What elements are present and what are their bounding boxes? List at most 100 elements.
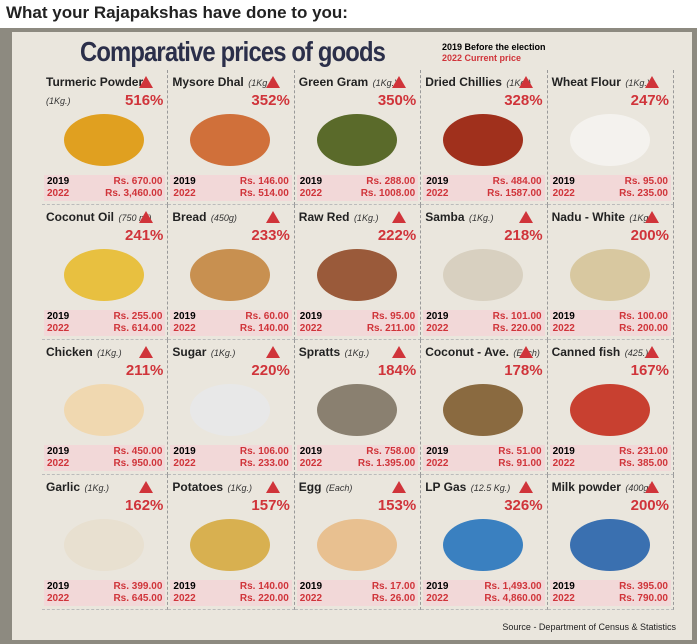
year: 2022 [426, 593, 449, 604]
item-heading: Green Gram (1Kg.) [299, 73, 416, 91]
year: 2019 [426, 176, 449, 187]
price: Rs. 4,860.00 [484, 593, 542, 604]
year: 2022 [299, 323, 323, 334]
price-after: 2022 Rs. 200.00 [553, 323, 668, 335]
price: Rs. 1587.00 [487, 188, 542, 199]
item-photo [316, 384, 397, 436]
item-photo [569, 519, 650, 571]
item-cell: Nadu - White (1Kg.) 200% 2019 Rs. 100.00 202… [547, 205, 674, 340]
item-cell: Raw Red (1Kg.) 222% 2019 Rs. 95.00 2022 Rs. 2… [294, 205, 422, 340]
item-cell: Garlic (1Kg.) 162% 2019 Rs. 399.00 2022 Rs. 6… [42, 475, 169, 610]
price-box: 2019 Rs. 758.00 2022 Rs. 1.395.00 [296, 445, 419, 471]
item-cell: Canned fish (425.) 167% 2019 Rs. 231.00 2022… [547, 340, 674, 475]
price: Rs. 450.00 [113, 446, 163, 457]
year: 2019 [173, 581, 196, 592]
price: Rs. 26.00 [371, 593, 416, 604]
item-unit: (1Kg.) [372, 78, 398, 88]
price: Rs. 211.00 [366, 323, 416, 334]
price: Rs. 100.00 [619, 311, 668, 322]
item-cell: Green Gram (1Kg.) 350% 2019 Rs. 288.00 2022 R… [294, 70, 422, 205]
item-heading: Sugar (1Kg.) [172, 343, 289, 361]
price-box: 2019 Rs. 51.00 2022 Rs. 91.00 [423, 445, 545, 471]
item-unit: (Each) [325, 483, 353, 493]
item-unit: (750 ml) [118, 213, 152, 223]
year: 2022 [173, 593, 196, 604]
item-cell: Spratts (1Kg.) 184% 2019 Rs. 758.00 2022 Rs. … [294, 340, 422, 475]
item-cell: Sugar (1Kg.) 220% 2019 Rs. 106.00 2022 Rs. 23… [168, 340, 295, 475]
year: 2022 [47, 458, 70, 469]
item-photo [64, 114, 144, 166]
increase-arrow [139, 211, 154, 223]
increase-arrow [265, 346, 280, 358]
year: 2019 [426, 581, 449, 592]
increase-arrow [139, 481, 154, 493]
price: Rs. 51.00 [498, 446, 542, 457]
increase-arrow [392, 76, 407, 88]
item-heading: Potatoes (1Kg.) [172, 478, 289, 496]
price: Rs. 146.00 [239, 176, 289, 187]
item-unit: (1Kg.) [46, 96, 71, 106]
item-unit: (1Kg.) [210, 348, 236, 358]
year: 2019 [426, 446, 449, 457]
item-name: Samba [425, 210, 465, 224]
item-cell: Chicken (1Kg.) 211% 2019 Rs. 450.00 2022 Rs. … [42, 340, 169, 475]
legend-before: 2019 Before the election [442, 42, 546, 52]
price-box: 2019 Rs. 101.00 2022 Rs. 220.00 [423, 310, 545, 336]
year: 2019 [47, 311, 70, 322]
item-photo [64, 384, 144, 436]
item-cell: Turmeric Powder (1Kg.) 516% 2019 Rs. 670.00… [42, 70, 169, 205]
item-unit: (1Kg.) [353, 213, 379, 223]
item-name: Chicken [46, 345, 93, 359]
increase-arrow [392, 481, 407, 493]
item-name: Turmeric Powder [46, 75, 144, 89]
item-unit: (1Kg.) [625, 78, 650, 88]
price: Rs. 220.00 [492, 323, 542, 334]
item-name: Milk powder [551, 480, 621, 494]
item-photo [190, 384, 271, 436]
item-name: Egg [298, 480, 322, 494]
item-photo [443, 384, 524, 436]
price-box: 2019 Rs. 106.00 2022 Rs. 233.00 [170, 445, 292, 471]
year: 2019 [47, 581, 70, 592]
year: 2022 [552, 593, 575, 604]
caption: What your Rajapakshas have done to you: [6, 3, 348, 22]
item-photo [190, 114, 271, 166]
price: Rs. 95.00 [371, 311, 416, 322]
price: Rs. 1.395.00 [357, 458, 416, 469]
price-after: 2022 Rs. 790.00 [553, 593, 668, 605]
year: 2022 [552, 323, 575, 334]
price-before: 2019 Rs. 450.00 [47, 446, 162, 458]
year: 2022 [47, 593, 70, 604]
year: 2022 [426, 458, 449, 469]
item-change: 233% [251, 227, 290, 244]
item-change: 352% [251, 92, 290, 109]
item-photo [64, 249, 144, 301]
item-heading: Bread (450g) [172, 208, 289, 226]
price-after: 2022 Rs. 4,860.00 [426, 593, 541, 605]
item-photo [316, 519, 397, 571]
item-name: Coconut - Ave. [425, 345, 509, 359]
item-change: 241% [125, 227, 164, 244]
year: 2022 [299, 188, 323, 199]
increase-arrow [392, 211, 407, 223]
year: 2022 [173, 458, 196, 469]
price-before: 2019 Rs. 399.00 [47, 581, 162, 593]
price-before: 2019 Rs. 100.00 [553, 311, 668, 323]
item-cell: Bread (450g) 233% 2019 Rs. 60.00 2022 Rs. 140… [168, 205, 295, 340]
increase-arrow [645, 481, 659, 493]
item-cell: Dried Chillies (1Kg.) 328% 2019 Rs. 484.00 2… [421, 70, 548, 205]
price: Rs. 91.00 [498, 458, 542, 469]
price-after: 2022 Rs. 220.00 [173, 593, 288, 605]
price-before: 2019 Rs. 395.00 [553, 581, 668, 593]
price: Rs. 1,493.00 [484, 581, 542, 592]
increase-arrow [139, 346, 154, 358]
price-before: 2019 Rs. 255.00 [47, 311, 162, 323]
item-photo [569, 114, 650, 166]
price: Rs. 200.00 [619, 323, 668, 334]
increase-arrow [265, 76, 280, 88]
price: Rs. 484.00 [492, 176, 542, 187]
item-heading: Raw Red (1Kg.) [299, 208, 416, 226]
price-box: 2019 Rs. 146.00 2022 Rs. 514.00 [170, 175, 292, 201]
item-cell: Milk powder (400g) 200% 2019 Rs. 395.00 2022… [547, 475, 674, 610]
item-change: 178% [504, 362, 543, 379]
